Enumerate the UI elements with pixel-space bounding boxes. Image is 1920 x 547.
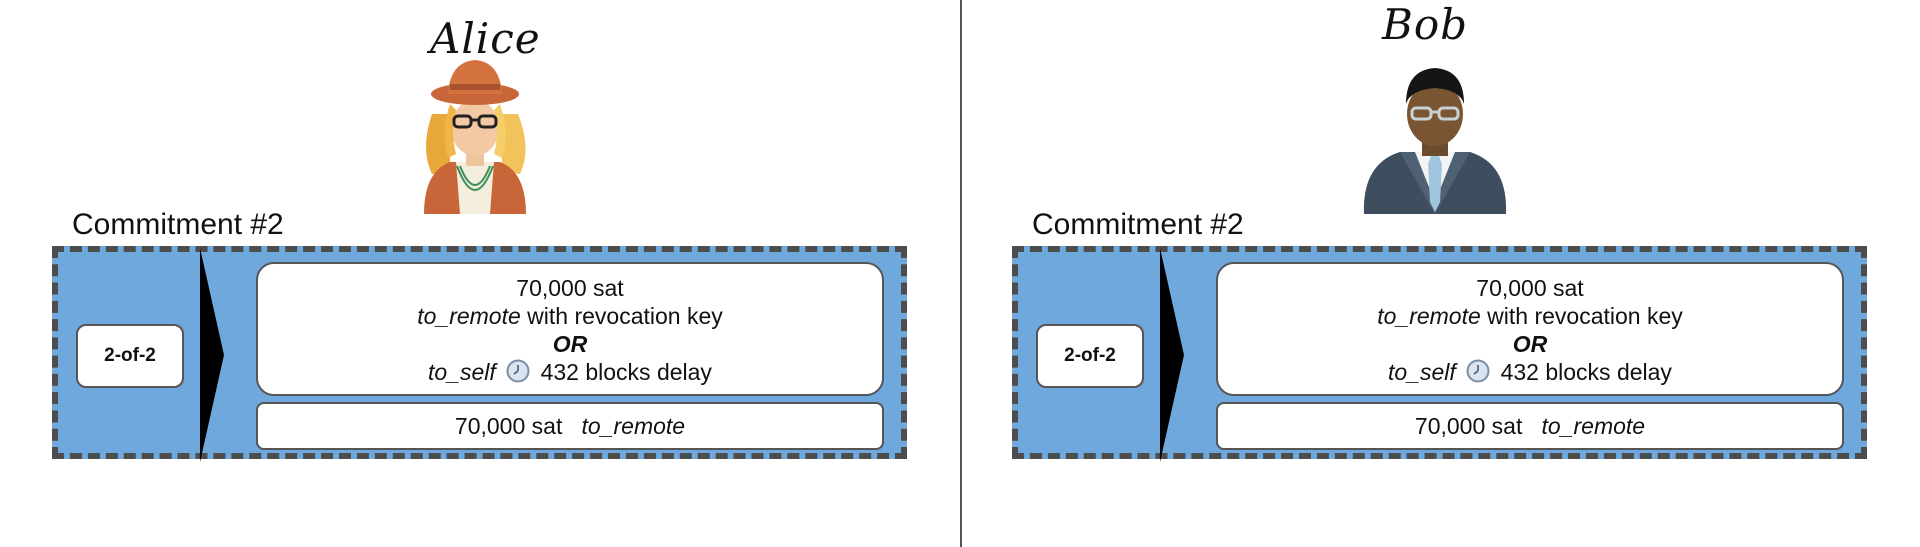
output-to-remote-label: to_remote <box>417 303 521 329</box>
commitment-title: Commitment #2 <box>72 208 284 241</box>
commitment-title: Commitment #2 <box>1032 208 1244 241</box>
output-amount: 70,000 sat <box>1414 413 1523 439</box>
party-name: Bob <box>1382 0 1469 49</box>
center-divider <box>960 0 962 547</box>
commitment-transaction: 2-of-2 70,000 sat to_remote with revocat… <box>1012 246 1867 462</box>
alice-panel: Alice Commitment #2 2-of-2 70,000 sat <box>52 14 907 462</box>
funding-input-2of2: 2-of-2 <box>1036 324 1144 388</box>
output-amount: 70,000 sat <box>454 413 563 439</box>
revocation-text: with revocation key <box>520 303 723 329</box>
commitment-transaction: 2-of-2 70,000 sat to_remote with revocat… <box>52 246 907 462</box>
alice-avatar <box>424 60 526 214</box>
funding-input-2of2: 2-of-2 <box>76 324 184 388</box>
delay-text: 432 blocks delay <box>540 359 712 385</box>
output-to-self-label: to_self <box>428 359 496 385</box>
delay-text: 432 blocks delay <box>1500 359 1672 385</box>
output-to-self-label: to_self <box>1388 359 1456 385</box>
revocation-text: with revocation key <box>1480 303 1683 329</box>
output-to-remote: 70,000 sat to_remote <box>1216 402 1844 450</box>
bob-avatar <box>1363 68 1507 214</box>
output-to-remote-label: to_remote <box>1377 303 1481 329</box>
bob-panel: Bob Commitment #2 2-of-2 70,000 sat to_r… <box>962 0 1920 547</box>
or-label: OR <box>552 331 588 357</box>
or-label: OR <box>1512 331 1548 357</box>
output-amount: 70,000 sat <box>516 275 624 301</box>
flow-arrow-icon <box>200 248 224 462</box>
clock-icon <box>1466 359 1490 383</box>
party-name: Alice <box>430 14 541 63</box>
output-label: to_remote <box>581 413 686 439</box>
output-label: to_remote <box>1541 413 1646 439</box>
output-amount: 70,000 sat <box>1476 275 1584 301</box>
output-to-remote: 70,000 sat to_remote <box>256 402 884 450</box>
output-revocable: 70,000 sat to_remote with revocation key… <box>256 262 884 396</box>
flow-arrow-icon <box>1160 248 1184 462</box>
clock-icon <box>506 359 530 383</box>
output-revocable: 70,000 sat to_remote with revocation key… <box>1216 262 1844 396</box>
